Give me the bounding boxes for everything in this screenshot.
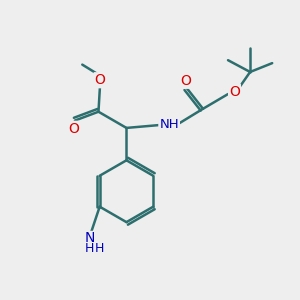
Text: NH: NH	[159, 118, 179, 131]
Text: O: O	[94, 73, 105, 87]
Text: O: O	[229, 85, 240, 99]
Text: O: O	[180, 74, 191, 88]
Text: N: N	[84, 232, 94, 245]
Text: H: H	[85, 242, 94, 255]
Text: O: O	[68, 122, 79, 136]
Text: H: H	[94, 242, 104, 255]
